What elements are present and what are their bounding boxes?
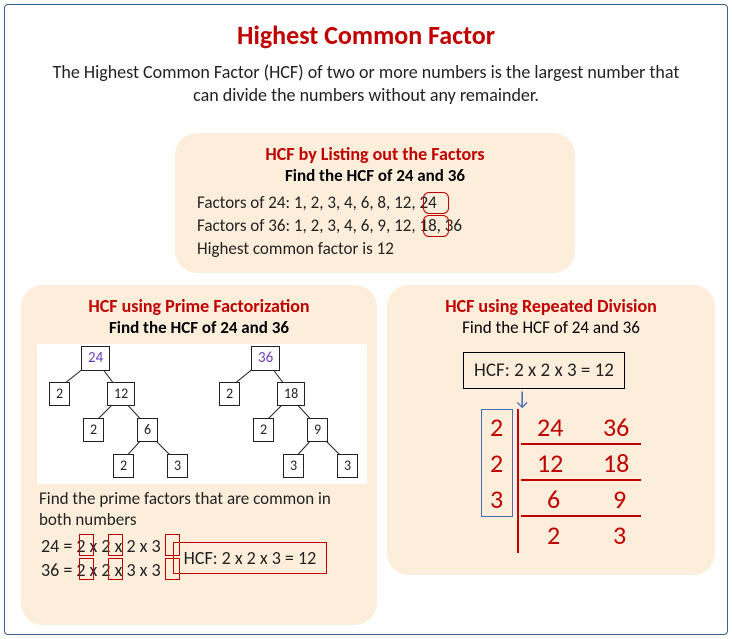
eq36-b2 [108,558,123,580]
tree36-n4: 3 [283,454,304,478]
panel-listing: HCF by Listing out the Factors Find the … [175,133,575,273]
repeated-hcf-box: HCF: 2 x 2 x 3 = 12 [463,352,625,389]
eq36-b1 [79,558,94,580]
c1r2: 9 [613,483,626,515]
factor-trees: 24 2 12 2 6 2 3 36 2 18 2 9 3 3 [37,344,367,484]
factors-36: Factors of 36: 1, 2, 3, 4, 6, 9, 12, 18,… [197,215,559,238]
c0r0: 24 [537,411,563,443]
page-title: Highest Common Factor [5,19,727,51]
repeated-sub: Find the HCF of 24 and 36 [403,317,699,338]
tree24-n3: 6 [137,418,158,442]
listing-sub: Find the HCF of 24 and 36 [191,165,559,186]
prime-equations: 24 = 2 x 2 x 2 x 3 36 = 2 x 2 x 3 x 3 HC… [41,535,361,581]
repeated-title: HCF using Repeated Division [403,295,699,317]
eq24-b1 [79,534,94,556]
tree24-n4: 2 [113,454,134,478]
c1r0: 36 [603,411,629,443]
eq-24-text: 24 = 2 x 2 x 2 x 3 [41,535,161,557]
divisor-0: 2 [490,411,503,443]
c0r3: 2 [547,519,560,551]
factors-36-text: Factors of 36: 1, 2, 3, 4, 6, 9, 12, 18,… [197,215,462,236]
panel-prime: HCF using Prime Factorization Find the H… [21,285,377,625]
tree36-n1: 18 [277,382,305,406]
panel-repeated: HCF using Repeated Division Find the HCF… [387,285,715,575]
tree24-n2: 2 [83,418,104,442]
eq24-b3 [165,534,180,556]
tree24-n0: 2 [49,382,70,406]
tree36-n0: 2 [219,382,240,406]
tree24-n5: 3 [167,454,188,478]
prime-note: Find the prime factors that are common i… [39,488,359,531]
c1r3: 3 [613,519,626,551]
factors-24-text: Factors of 24: 1, 2, 3, 4, 6, 8, 12, 24 [197,192,437,213]
division-vline [517,409,519,553]
tree36-n3: 9 [307,418,328,442]
tree36-n5: 3 [337,454,358,478]
hline-2 [521,479,641,481]
factors-24: Factors of 24: 1, 2, 3, 4, 6, 8, 12, 24 [197,192,559,215]
eq-36: 36 = 2 x 2 x 3 x 3 [41,559,161,581]
c1r1: 18 [603,447,629,479]
arrow-down-icon: ↓ [513,391,699,407]
main-frame: Highest Common Factor The Highest Common… [4,4,728,635]
hline-3 [521,515,641,517]
tree36-n2: 2 [253,418,274,442]
eq-36-text: 36 = 2 x 2 x 3 x 3 [41,559,161,581]
tree36-root: 36 [251,346,280,371]
divisor-2: 3 [490,483,503,515]
listing-result: Highest common factor is 12 [197,238,559,261]
hline-1 [521,443,641,445]
eq36-b3 [165,558,180,580]
tree24-n1: 12 [107,382,135,406]
divisor-1: 2 [490,447,503,479]
listing-title: HCF by Listing out the Factors [191,143,559,165]
c0r1: 12 [537,447,563,479]
c0r2: 6 [547,483,560,515]
eq24-b2 [108,534,123,556]
prime-title: HCF using Prime Factorization [37,295,361,317]
eq-24: 24 = 2 x 2 x 2 x 3 [41,535,161,557]
definition-text: The Highest Common Factor (HCF) of two o… [49,61,683,108]
prime-sub: Find the HCF of 24 and 36 [37,317,361,338]
tree24-root: 24 [81,346,110,371]
prime-hcf-box: HCF: 2 x 2 x 3 = 12 [173,542,328,574]
